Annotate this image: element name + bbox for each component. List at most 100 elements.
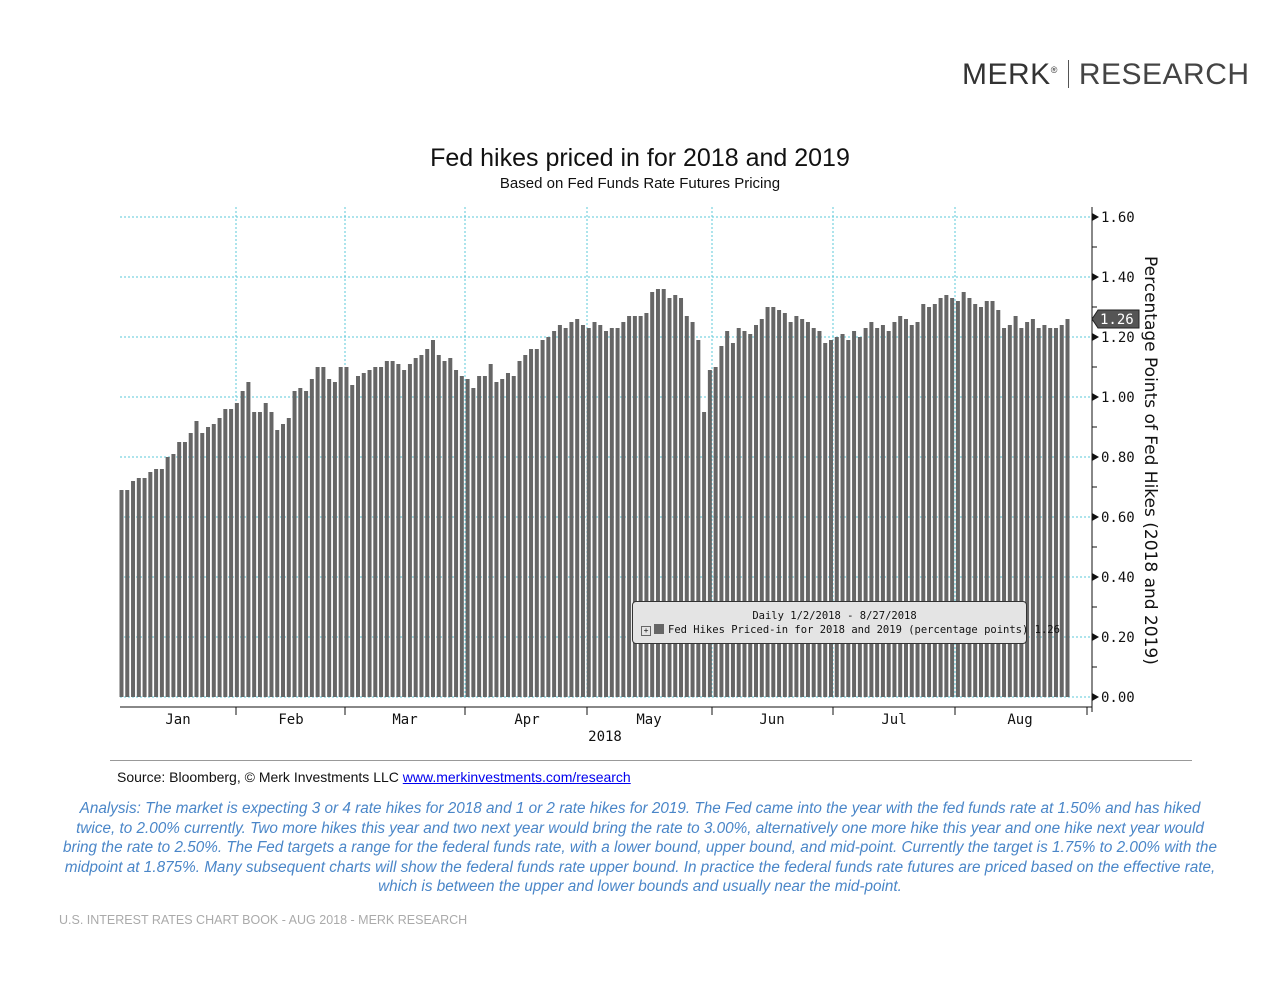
x-tick-label: May (636, 712, 661, 728)
bar (459, 376, 464, 697)
bar (482, 376, 487, 697)
bar (511, 376, 516, 697)
bar (529, 349, 534, 697)
logo-merk: MERK (962, 58, 1051, 91)
y-tick-label: 1.00 (1101, 390, 1135, 406)
y-tick-label: 0.80 (1101, 450, 1135, 466)
legend-entry: + Fed Hikes Priced-in for 2018 and 2019 (… (641, 624, 1060, 636)
bar (604, 331, 609, 697)
x-tick-label: Apr (514, 712, 539, 728)
y-tick-arrow (1092, 573, 1099, 581)
bar (442, 361, 447, 697)
logo-mark: ® (1050, 65, 1058, 75)
bar (823, 343, 828, 697)
bar (707, 370, 712, 697)
bar (909, 325, 914, 697)
bar (973, 304, 978, 697)
legend[interactable]: Daily 1/2/2018 - 8/27/2018 + Fed Hikes Pr… (632, 601, 1060, 644)
bar (580, 325, 585, 697)
bar (315, 367, 320, 697)
bar (990, 301, 995, 697)
bar (794, 316, 799, 697)
bar (967, 298, 972, 697)
bar (978, 307, 983, 697)
bar (534, 349, 539, 697)
bar (684, 316, 689, 697)
bar (188, 433, 193, 697)
bar (350, 385, 355, 697)
bar (1002, 328, 1007, 697)
bar (713, 367, 718, 697)
y-axis-label: Percentage Points of Fed Hikes (2018 and… (1140, 256, 1160, 665)
bar (275, 430, 280, 697)
bar (932, 304, 937, 697)
bar (852, 331, 857, 697)
bar (448, 358, 453, 697)
bar (1025, 322, 1030, 697)
bar (575, 319, 580, 697)
y-tick-label: 1.20 (1101, 330, 1135, 346)
bar (886, 331, 891, 697)
bar (754, 325, 759, 697)
bar (223, 409, 228, 697)
bar (407, 364, 412, 697)
source-link[interactable]: www.merkinvestments.com/research (402, 769, 631, 785)
bar (638, 316, 643, 697)
bar (592, 322, 597, 697)
bar (788, 322, 793, 697)
bar (921, 304, 926, 697)
bar (892, 322, 897, 697)
bar (950, 298, 955, 697)
bar (1048, 328, 1053, 697)
bar (546, 337, 551, 697)
bar (632, 316, 637, 697)
bar (373, 367, 378, 697)
bar (321, 367, 326, 697)
bar (702, 412, 707, 697)
bar (494, 382, 499, 697)
bar (142, 478, 147, 697)
bar (927, 307, 932, 697)
bar (154, 469, 159, 697)
y-tick-arrow (1092, 453, 1099, 461)
bar (177, 442, 182, 697)
x-tick-label: Jul (881, 712, 906, 728)
y-tick-arrow (1092, 213, 1099, 221)
bar (246, 382, 251, 697)
y-tick-arrow (1092, 273, 1099, 281)
bar (500, 379, 505, 697)
bar (148, 472, 153, 697)
y-tick-arrow (1092, 513, 1099, 521)
y-tick-label: 0.60 (1101, 510, 1135, 526)
bar (609, 328, 614, 697)
expand-icon[interactable]: + (641, 626, 651, 636)
bar (748, 334, 753, 697)
bar (840, 334, 845, 697)
legend-entry-value: 1.26 (1034, 624, 1060, 636)
source-line: Source: Bloomberg, © Merk Investments LL… (117, 769, 631, 785)
bar (356, 376, 360, 697)
bar (586, 328, 591, 697)
bar (829, 340, 833, 697)
bar (1065, 319, 1070, 697)
bar (263, 403, 268, 697)
bar (361, 373, 366, 697)
bar (419, 355, 424, 697)
bar (200, 433, 205, 697)
bar (240, 391, 245, 697)
bar (206, 427, 211, 697)
bar (782, 313, 787, 697)
y-tick-arrow (1092, 693, 1099, 701)
bar (696, 340, 701, 697)
analysis-text: Analysis: The market is expecting 3 or 4… (63, 800, 1217, 895)
bar (817, 331, 822, 697)
merk-research-logo: MERK® RESEARCH (962, 58, 1250, 92)
bar (390, 361, 395, 697)
bar (869, 322, 874, 697)
bar (730, 343, 735, 697)
bar (880, 325, 885, 697)
bar (805, 322, 810, 697)
bar (384, 361, 389, 697)
bar (961, 292, 966, 697)
